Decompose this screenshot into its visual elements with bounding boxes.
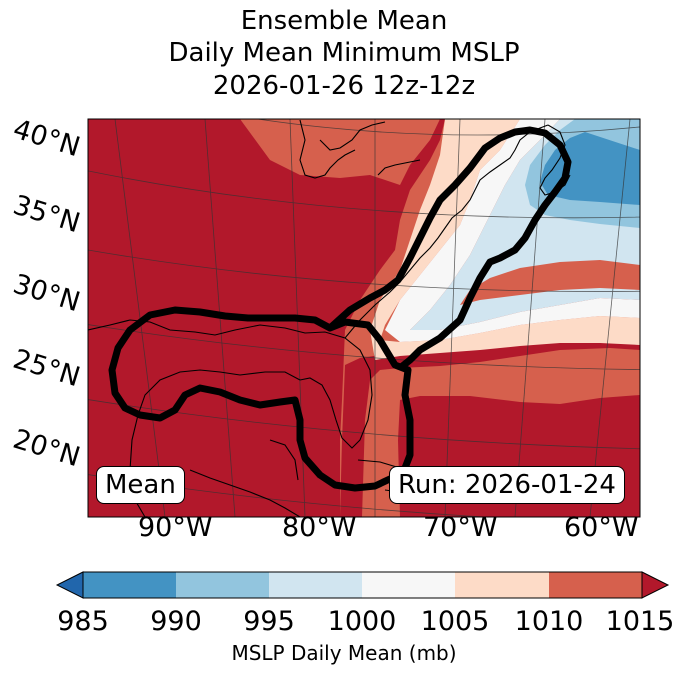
colorbar-extend-low xyxy=(55,571,84,599)
colorbar-extend-high xyxy=(641,571,670,599)
lon-label-70w: 70°W xyxy=(423,512,498,543)
colorbar-bin-990 xyxy=(176,572,269,598)
outlook-contour xyxy=(108,306,414,492)
colorbar-outline xyxy=(82,571,643,599)
run-date-box: Run: 2026-01-24 xyxy=(389,466,625,504)
colorbar-tick-995: 995 xyxy=(243,606,295,637)
pressure-field-1005 xyxy=(370,119,640,360)
title-line-3: 2026-01-26 12z-12z xyxy=(212,71,476,101)
colorbar-tick-1015: 1015 xyxy=(605,606,675,637)
colorbar-bin-1005 xyxy=(455,572,549,598)
colorbar-bin-1000 xyxy=(362,572,455,598)
colorbar-tick-1000: 1000 xyxy=(327,606,397,637)
lon-label-60w: 60°W xyxy=(564,512,639,543)
colorbar-label: MSLP Daily Mean (mb) xyxy=(231,641,457,665)
mean-label-box: Mean xyxy=(96,466,185,504)
colorbar-tick-990: 990 xyxy=(150,606,202,637)
map-panel xyxy=(88,119,640,517)
colorbar xyxy=(55,571,670,599)
colorbar-bin-985 xyxy=(83,572,176,598)
pressure-field-1000 xyxy=(385,119,640,342)
colorbar-tick-1010: 1010 xyxy=(514,606,584,637)
colorbar-bin-995 xyxy=(269,572,362,598)
map-frame xyxy=(87,118,641,518)
lon-label-80w: 80°W xyxy=(282,512,357,543)
colorbar-tick-985: 985 xyxy=(57,606,109,637)
outlook-contour-north xyxy=(327,126,572,371)
colorbar-tick-1005: 1005 xyxy=(420,606,490,637)
lon-label-90w: 90°W xyxy=(138,512,213,543)
title-line-2: Daily Mean Minimum MSLP xyxy=(168,38,520,68)
colorbar-bin-1010 xyxy=(549,572,642,598)
title-line-1: Ensemble Mean xyxy=(240,6,448,36)
